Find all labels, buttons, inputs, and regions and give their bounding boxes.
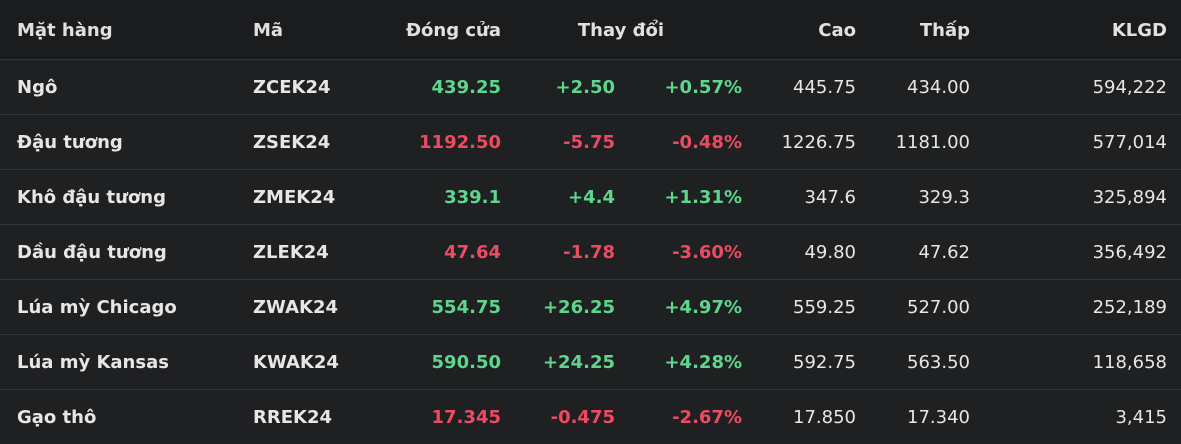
item-name: Lúa mỳ Chicago — [17, 297, 177, 318]
change: +2.50 — [555, 77, 616, 98]
column-header: Mặt hàng — [17, 20, 113, 41]
header-background — [0, 0, 1181, 60]
column-header: Thay đổi — [577, 20, 664, 41]
column-header: KLGD — [1111, 20, 1167, 41]
volume: 325,894 — [1092, 187, 1167, 208]
item-name: Gạo thô — [17, 407, 97, 428]
close-price: 47.64 — [444, 242, 501, 263]
row-separator — [0, 389, 1181, 390]
low: 434.00 — [907, 77, 970, 98]
low: 17.340 — [907, 407, 970, 428]
row-separator — [0, 169, 1181, 170]
row-separator — [0, 279, 1181, 280]
change-percent: +4.97% — [664, 297, 742, 318]
change: +26.25 — [542, 297, 615, 318]
code: ZCEK24 — [253, 77, 331, 98]
change: -5.75 — [563, 132, 615, 153]
high: 559.25 — [793, 297, 856, 318]
high: 347.6 — [804, 187, 856, 208]
low: 47.62 — [918, 242, 970, 263]
low: 329.3 — [918, 187, 970, 208]
close-price: 554.75 — [431, 297, 501, 318]
low: 527.00 — [907, 297, 970, 318]
row-separator — [0, 334, 1181, 335]
volume: 252,189 — [1092, 297, 1167, 318]
change-percent: +4.28% — [664, 352, 742, 373]
column-header: Thấp — [919, 20, 970, 41]
change: +4.4 — [568, 187, 615, 208]
column-header: Mã — [253, 20, 284, 41]
change-percent: +1.31% — [664, 187, 742, 208]
high: 445.75 — [793, 77, 856, 98]
code: ZMEK24 — [253, 187, 336, 208]
item-name: Khô đậu tương — [17, 187, 166, 208]
change-percent: -2.67% — [672, 407, 742, 428]
column-header: Cao — [818, 20, 856, 41]
row-separator — [0, 114, 1181, 115]
low: 563.50 — [907, 352, 970, 373]
close-price: 1192.50 — [419, 132, 501, 153]
change: -0.475 — [550, 407, 615, 428]
item-name: Ngô — [17, 77, 58, 98]
volume: 3,415 — [1115, 407, 1167, 428]
volume: 577,014 — [1092, 132, 1167, 153]
code: ZWAK24 — [253, 297, 339, 318]
high: 1226.75 — [781, 132, 856, 153]
close-price: 339.1 — [444, 187, 501, 208]
code: ZLEK24 — [253, 242, 329, 263]
low: 1181.00 — [895, 132, 970, 153]
high: 592.75 — [793, 352, 856, 373]
change: +24.25 — [542, 352, 615, 373]
change-percent: -3.60% — [672, 242, 742, 263]
volume: 594,222 — [1092, 77, 1167, 98]
item-name: Đậu tương — [17, 132, 123, 153]
code: ZSEK24 — [253, 132, 331, 153]
volume: 118,658 — [1092, 352, 1167, 373]
row-separator — [0, 224, 1181, 225]
code: RREK24 — [253, 407, 333, 428]
item-name: Dầu đậu tương — [17, 242, 167, 263]
change: -1.78 — [563, 242, 615, 263]
close-price: 439.25 — [431, 77, 501, 98]
row-separator — [0, 59, 1181, 60]
close-price: 590.50 — [431, 352, 501, 373]
column-header: Đóng cửa — [405, 20, 501, 41]
close-price: 17.345 — [431, 407, 501, 428]
change-percent: +0.57% — [664, 77, 742, 98]
code: KWAK24 — [253, 352, 339, 373]
high: 17.850 — [793, 407, 856, 428]
high: 49.80 — [804, 242, 856, 263]
volume: 356,492 — [1092, 242, 1167, 263]
item-name: Lúa mỳ Kansas — [17, 352, 169, 373]
change-percent: -0.48% — [672, 132, 742, 153]
